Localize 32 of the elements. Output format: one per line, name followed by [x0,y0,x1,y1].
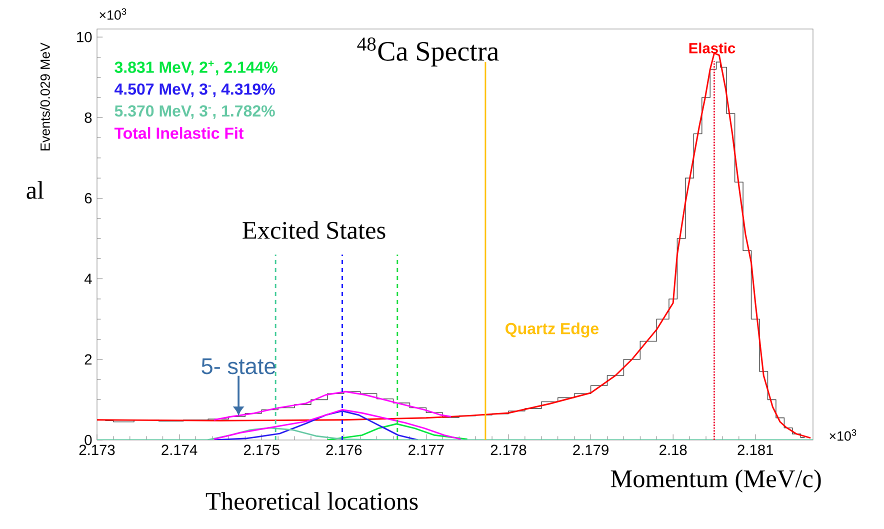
x-axis-title: Momentum (MeV/c) [610,470,821,492]
x-tick-label: 2.181 [738,444,774,456]
x-tick-label: 2.178 [490,444,526,456]
x-tick-label: 2.18 [660,444,687,456]
text: 3.831 MeV, 2$^{+}$, 2.144% [114,60,278,76]
annotation: Quartz Edge [506,322,599,338]
text: Total Inelastic Fit [114,127,244,139]
text: 5.370 MeV, 3$^{-}$, 1.782% [114,105,275,119]
y-tick-label: 6 [84,193,92,204]
y-tick-label: 0 [84,434,92,446]
chart-title: $^{48}$Ca Spectra [357,37,499,67]
y-axis-title: Events/0.029 MeV [40,42,50,150]
x-tick-label: 2.175 [244,444,280,456]
text: ×10$^{3}$ [830,429,856,441]
y-tick-label: 10 [77,32,92,42]
text: 4.507 MeV, 3$^{-}$, 4.319% [114,83,275,98]
y-tick-label: 8 [84,112,92,123]
text: Theoretical locations [206,492,418,510]
line-series [326,423,468,440]
y-tick-label: 4 [84,274,92,284]
text: al [26,181,44,199]
annotation: 5- state [202,358,276,374]
x-tick-label: 2.176 [326,444,362,456]
text: ×10$^{3}$ [100,8,126,20]
annotation: Excited States [242,221,386,239]
x-tick-label: 2.179 [573,444,608,456]
annotation: Elastic [689,42,736,54]
y-tick-label: 2 [84,354,92,365]
line-series [213,390,452,421]
x-tick-label: 2.177 [408,444,444,455]
x-tick-label: 2.174 [162,444,198,455]
x-tick-label: 2.173 [79,444,115,456]
